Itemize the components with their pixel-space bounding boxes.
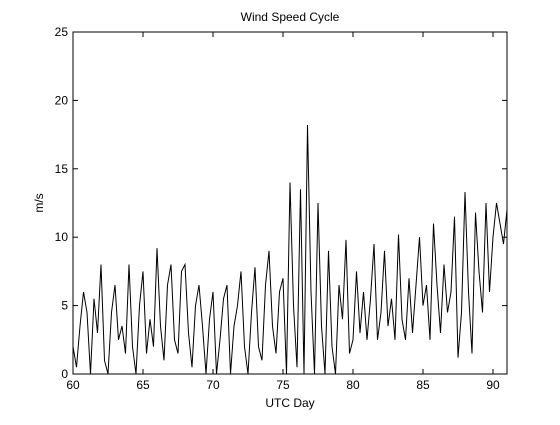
series-layer [72,125,508,375]
x-tick-label: 90 [486,378,500,392]
y-axis-label: m/s [32,193,46,212]
x-tick-label: 60 [66,378,80,392]
plot-frame [72,31,508,375]
series-line-0 [72,125,508,375]
y-tick-label: 0 [61,367,68,381]
y-tick-label: 15 [55,162,69,176]
x-tick-label: 70 [206,378,220,392]
y-tick-label: 10 [55,230,69,244]
x-tick-label: 65 [136,378,150,392]
x-tick-label: 85 [416,378,430,392]
x-tick-label: 80 [346,378,360,392]
y-tick-label: 20 [55,93,69,107]
ticks-layer: 60 65 70 75 80 85 90 0 5 10 15 20 25 [55,25,507,392]
y-tick-label: 25 [55,25,69,39]
chart-title: Wind Speed Cycle [241,10,340,24]
x-tick-label: 75 [276,378,290,392]
x-axis-label: UTC Day [265,396,314,410]
y-tick-label: 5 [61,299,68,313]
